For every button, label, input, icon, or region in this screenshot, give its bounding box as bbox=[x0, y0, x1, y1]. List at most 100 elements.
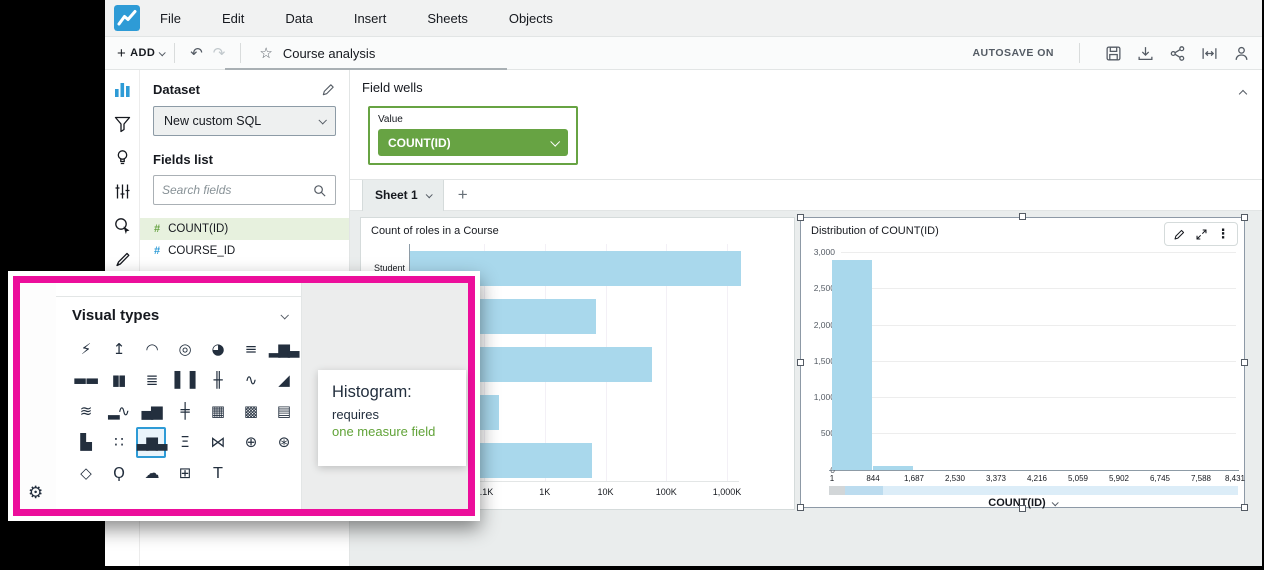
resize-handle-top-left[interactable] bbox=[797, 214, 804, 221]
histogram-bin[interactable] bbox=[832, 260, 872, 470]
filled-map-icon[interactable]: ⊕ bbox=[244, 433, 258, 451]
share-icon[interactable] bbox=[1169, 45, 1186, 62]
custom-visual-icon[interactable]: ⊞ bbox=[178, 464, 192, 482]
add-sheet-button[interactable]: + bbox=[457, 185, 468, 204]
pie-chart-icon[interactable]: ◕ bbox=[211, 340, 224, 358]
x-axis-range-slider[interactable] bbox=[829, 486, 1238, 495]
visual-types-popup: ⚙ Visual types ⚡ ↥ ◠ ◎ ◕ ≡ ▂▆▃ ▬▬ ▮▮ ≣ ▌▐ ╫ ∿ ◢ ≋ ▂∿ ▄▆ ╪… bbox=[8, 271, 480, 521]
funnel-chart-icon[interactable]: Ξ bbox=[180, 433, 189, 451]
visual-menu-kebab-icon[interactable]: ⋮ bbox=[1216, 226, 1230, 241]
menu-item-objects[interactable]: Objects bbox=[508, 10, 553, 26]
fit-width-icon[interactable] bbox=[1201, 45, 1218, 62]
chevron-down-icon[interactable] bbox=[280, 310, 289, 320]
settings-gear-icon[interactable]: ⚙ bbox=[28, 483, 44, 502]
suggested-visual-icon[interactable]: ⚡ bbox=[80, 340, 92, 358]
slider-grip[interactable] bbox=[829, 486, 845, 495]
heat-map-icon[interactable]: ▦ bbox=[210, 402, 225, 420]
menu-item-sheets[interactable]: Sheets bbox=[427, 10, 468, 26]
sankey-diagram-icon[interactable]: ⋈ bbox=[210, 433, 226, 451]
vertical-100-stacked-bar-icon[interactable]: ▌▐ bbox=[174, 371, 195, 389]
line-chart-icon[interactable]: ∿ bbox=[244, 371, 258, 389]
dataset-heading: Dataset bbox=[153, 82, 200, 97]
gridline bbox=[841, 433, 1236, 435]
edit-visual-pencil-icon[interactable] bbox=[1169, 224, 1189, 244]
parameters-sliders-icon[interactable] bbox=[113, 182, 132, 201]
favorite-star-icon[interactable]: ☆ bbox=[259, 45, 273, 62]
search-icon[interactable] bbox=[312, 183, 327, 198]
user-icon[interactable] bbox=[1233, 45, 1250, 62]
radar-chart-icon[interactable]: ◇ bbox=[80, 464, 92, 482]
themes-brush-icon[interactable] bbox=[113, 250, 132, 269]
table-icon[interactable]: ▤ bbox=[276, 402, 291, 420]
histogram-bin[interactable] bbox=[873, 466, 913, 470]
word-cloud-icon[interactable]: ☁ bbox=[144, 464, 160, 482]
export-icon[interactable] bbox=[1137, 45, 1154, 62]
field-wells-heading: Field wells bbox=[362, 80, 423, 95]
menu-item-data[interactable]: Data bbox=[285, 10, 313, 26]
histogram-icon[interactable]: ▃▆▃ bbox=[136, 427, 167, 458]
bar-line-combo-chart-icon[interactable]: ▂∿ bbox=[107, 402, 130, 420]
visualize-icon[interactable] bbox=[113, 80, 132, 99]
undo-button[interactable]: ↶ bbox=[190, 45, 203, 62]
resize-handle-bottom-left[interactable] bbox=[797, 504, 804, 511]
maximize-visual-icon[interactable] bbox=[1191, 224, 1211, 244]
resize-handle-mid-right[interactable] bbox=[1241, 358, 1248, 366]
filter-icon[interactable] bbox=[113, 114, 132, 133]
visual-controls: ⋮ bbox=[1164, 222, 1238, 246]
field-row-course-id[interactable]: # COURSE_ID bbox=[140, 240, 349, 262]
chevron-down-icon bbox=[1051, 498, 1059, 506]
area-chart-icon[interactable]: ◢ bbox=[278, 371, 290, 389]
toolbar-divider bbox=[1079, 43, 1080, 63]
actions-icon[interactable] bbox=[113, 216, 132, 235]
menu-item-insert[interactable]: Insert bbox=[353, 10, 387, 26]
well-value-pill[interactable]: COUNT(ID) bbox=[378, 129, 568, 156]
visual-types-panel: Visual types ⚡ ↥ ◠ ◎ ◕ ≡ ▂▆▃ ▬▬ ▮▮ ≣ ▌▐ ╫ ∿ ◢ ≋ ▂∿ ▄▆ ╪ ▦ ▩… bbox=[56, 283, 302, 509]
dataset-selector[interactable]: New custom SQL bbox=[153, 106, 336, 136]
points-on-map-icon[interactable]: ⊛ bbox=[277, 433, 291, 451]
insights-lightbulb-icon[interactable] bbox=[113, 148, 132, 167]
resize-handle-bottom-center[interactable] bbox=[1018, 505, 1026, 512]
resize-handle-mid-left[interactable] bbox=[797, 358, 804, 366]
kpi-icon[interactable]: ↥ bbox=[112, 340, 126, 358]
chevron-down-icon bbox=[425, 190, 433, 198]
vertical-stacked-bar-icon[interactable]: ▮▮ bbox=[111, 371, 127, 389]
analysis-title[interactable]: Course analysis bbox=[282, 45, 376, 61]
y-tick-label: 500 bbox=[820, 428, 835, 439]
box-plot-icon[interactable]: ╪ bbox=[180, 402, 189, 420]
collapse-field-wells-button[interactable] bbox=[1238, 84, 1248, 102]
horizontal-bar-chart-icon[interactable]: ≡ bbox=[244, 340, 258, 358]
waterfall-chart-icon[interactable]: ╫ bbox=[213, 371, 222, 389]
vertical-bar-chart-icon[interactable]: ▂▆▃ bbox=[268, 340, 300, 358]
category-label: Student bbox=[373, 263, 405, 273]
insights-icon[interactable]: Ϙ bbox=[113, 464, 125, 482]
histogram-visual[interactable]: Distribution of COUNT(ID) ⋮ bbox=[797, 213, 1248, 512]
histogram-tooltip: Histogram: requires one measure field bbox=[318, 370, 466, 466]
stacked-area-chart-icon[interactable]: ≋ bbox=[79, 402, 93, 420]
text-box-icon[interactable]: T bbox=[213, 464, 222, 482]
resize-handle-top-right[interactable] bbox=[1241, 214, 1248, 221]
x-tick-label: 844 bbox=[866, 474, 880, 483]
save-icon[interactable] bbox=[1105, 45, 1122, 62]
slider-selected-range[interactable] bbox=[845, 486, 883, 495]
sheet-tab-label: Sheet 1 bbox=[375, 188, 418, 202]
resize-handle-bottom-right[interactable] bbox=[1241, 504, 1248, 511]
menu-item-edit[interactable]: Edit bbox=[221, 10, 245, 26]
scatter-plot-icon[interactable]: ∷ bbox=[114, 433, 124, 451]
pivot-table-icon[interactable]: ▩ bbox=[243, 402, 258, 420]
menu-item-file[interactable]: File bbox=[160, 10, 181, 26]
x-axis-field-label[interactable]: COUNT(ID) bbox=[801, 497, 1244, 509]
tab-sheet-1[interactable]: Sheet 1 bbox=[362, 179, 444, 211]
autosave-status[interactable]: AUTOSAVE ON bbox=[972, 47, 1054, 59]
add-button[interactable]: + ADD bbox=[117, 45, 166, 62]
redo-button[interactable]: ↷ bbox=[212, 45, 226, 62]
tree-map-icon[interactable]: ▙ bbox=[80, 433, 92, 451]
search-input[interactable] bbox=[162, 183, 302, 197]
horizontal-100-stacked-bar-icon[interactable]: ≣ bbox=[145, 371, 159, 389]
resize-handle-top-center[interactable] bbox=[1018, 213, 1026, 220]
gauge-icon[interactable]: ◠ bbox=[145, 340, 158, 358]
stacked-combo-chart-icon[interactable]: ▄▆ bbox=[141, 402, 162, 420]
donut-chart-icon[interactable]: ◎ bbox=[178, 340, 191, 358]
horizontal-stacked-bar-icon[interactable]: ▬▬ bbox=[72, 371, 99, 389]
edit-dataset-pencil-icon[interactable] bbox=[321, 82, 336, 97]
field-row-count-id[interactable]: # COUNT(ID) bbox=[140, 218, 349, 240]
